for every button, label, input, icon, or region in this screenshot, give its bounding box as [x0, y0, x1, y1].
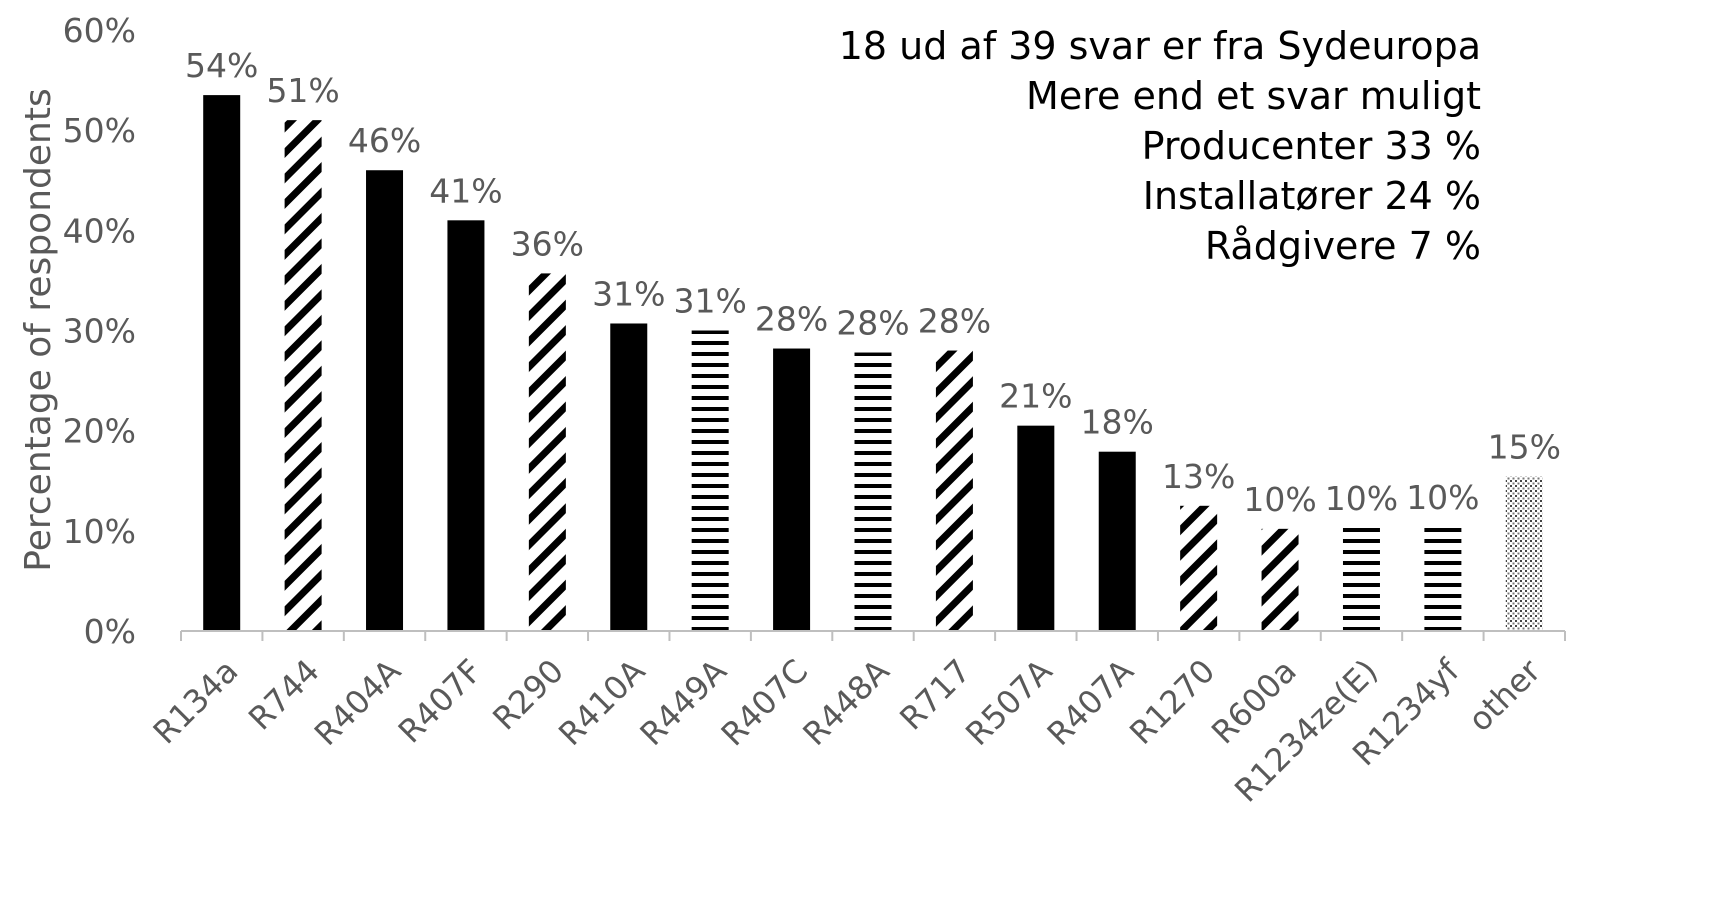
x-category-label: R1270 [1122, 652, 1222, 752]
y-tick-label: 50% [63, 111, 136, 150]
x-category-label: R407A [1040, 652, 1141, 753]
bar-value-label: 31% [673, 282, 746, 321]
bar [854, 352, 892, 631]
bar [284, 120, 322, 632]
bar [1017, 425, 1055, 631]
bar [1098, 451, 1136, 631]
y-tick-label: 40% [63, 211, 136, 250]
bar-value-label: 54% [185, 46, 258, 85]
bar-value-label: 10% [1243, 480, 1316, 519]
x-category-label: R404A [307, 652, 408, 753]
bar [1342, 527, 1380, 631]
bar-value-label: 31% [592, 274, 665, 313]
y-axis-label: Percentage of respondents [18, 88, 59, 571]
x-category-label: R449A [633, 652, 734, 753]
bar-value-label: 15% [1488, 428, 1561, 467]
bar-value-label: 13% [1162, 457, 1235, 496]
bar-value-label: 18% [1081, 403, 1154, 442]
y-tick-label: 0% [84, 612, 136, 651]
bar [610, 323, 648, 631]
bar [1505, 476, 1543, 631]
bar-value-label: 28% [918, 302, 991, 341]
x-category-label: R410A [551, 652, 652, 753]
bar-value-label: 46% [348, 121, 421, 160]
x-category-label: R407F [391, 652, 490, 751]
bar [203, 95, 241, 631]
bar-value-label: 10% [1325, 479, 1398, 518]
bar-value-label: 21% [999, 377, 1072, 416]
y-tick-label: 30% [63, 312, 136, 351]
bar [447, 220, 485, 632]
annotation-line-4: Installatører 24 % [1142, 174, 1481, 218]
bar-value-label: 28% [836, 304, 909, 343]
y-tick-label: 60% [63, 11, 136, 50]
bar [1424, 526, 1462, 631]
bar-value-label: 28% [755, 300, 828, 339]
x-category-label: other [1461, 651, 1549, 739]
x-category-label: R407C [714, 652, 816, 754]
annotation-line-3: Producenter 33 % [1141, 124, 1481, 168]
bar [1180, 505, 1218, 631]
x-category-label: R507A [958, 652, 1059, 753]
x-category-label: R134a [146, 652, 246, 752]
bar-value-label: 41% [429, 171, 502, 210]
bar [691, 330, 729, 631]
annotation-line-2: Mere end et svar muligt [1026, 74, 1481, 118]
bar-value-label: 36% [511, 224, 584, 263]
bar [935, 350, 973, 631]
bar [773, 348, 811, 631]
y-tick-label: 10% [63, 512, 136, 551]
annotation-line-5: Rådgivere 7 % [1204, 224, 1481, 268]
bar [366, 170, 404, 631]
bar [528, 273, 566, 631]
annotation-line-1: 18 ud af 39 svar er fra Sydeuropa [838, 24, 1481, 68]
bar-value-label: 51% [266, 71, 339, 110]
bar [1261, 528, 1299, 631]
bar-value-label: 10% [1406, 478, 1479, 517]
y-tick-label: 20% [63, 412, 136, 451]
x-category-label: R448A [795, 652, 896, 753]
